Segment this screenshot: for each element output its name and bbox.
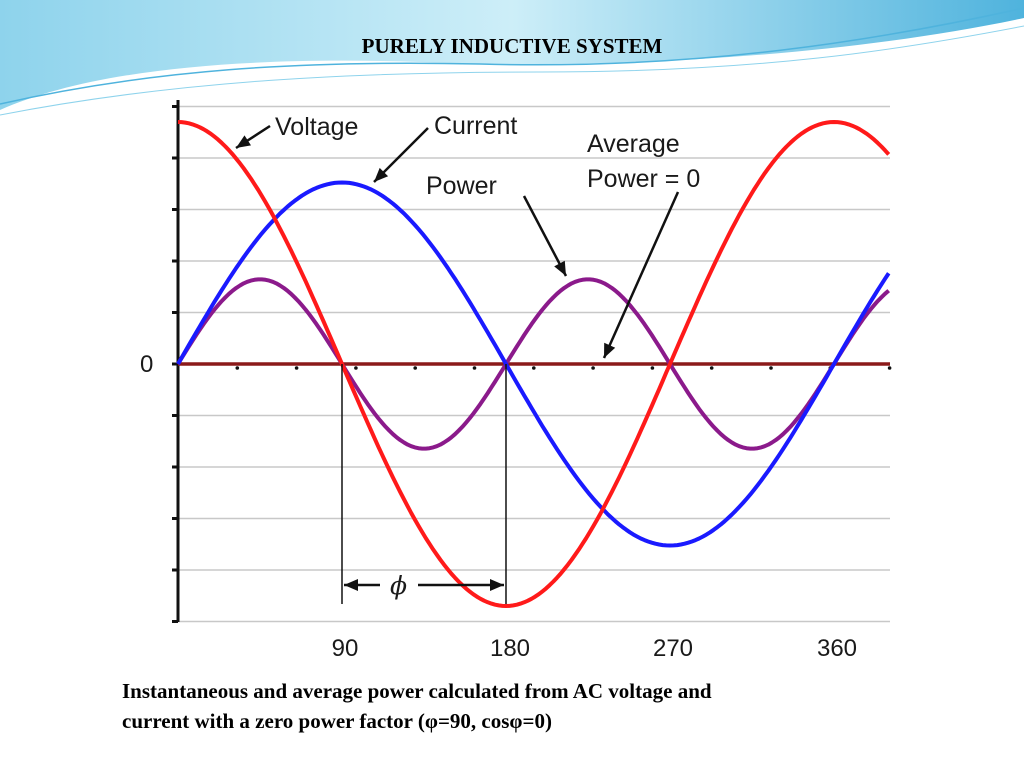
average-power-arrow-shaft xyxy=(602,191,680,359)
header-wave-line xyxy=(0,25,1024,116)
power-curve xyxy=(176,277,891,451)
voltage-curve xyxy=(177,120,891,608)
x-axis-tick-dot xyxy=(769,366,773,370)
x-tick-label-90: 90 xyxy=(332,635,359,662)
slide-header-decoration xyxy=(0,0,1024,116)
caption-line-2: current with a zero power factor (φ=90, … xyxy=(122,709,552,733)
phase-arrowhead-left xyxy=(343,579,358,591)
chart-series xyxy=(176,120,891,608)
annotation-current: Current xyxy=(434,112,517,140)
annotation-power: Power xyxy=(426,172,497,200)
chart-labels: Voltage Current Power Average Power = 0 … xyxy=(140,112,857,662)
x-axis-tick-dot xyxy=(532,366,536,370)
x-axis-tick-dot xyxy=(472,366,477,370)
phase-shift-marker xyxy=(341,364,507,604)
x-axis-tick-dot xyxy=(354,366,358,370)
x-axis-tick-dot xyxy=(591,366,595,370)
annotation-voltage: Voltage xyxy=(275,113,358,141)
annotation-phi: ϕ xyxy=(390,571,407,600)
slide-caption: Instantaneous and average power calculat… xyxy=(122,676,942,736)
power-arrow-head xyxy=(554,260,566,276)
x-axis-tick-dot xyxy=(887,366,892,370)
header-wave-line xyxy=(0,7,1024,105)
x-tick-label-180: 180 xyxy=(490,635,530,662)
x-axis-tick-dot xyxy=(235,366,240,370)
caption-line-1: Instantaneous and average power calculat… xyxy=(122,679,712,703)
annotation-average-power-line1: Average xyxy=(587,130,680,158)
x-axis-tick-dot xyxy=(413,366,418,370)
x-axis-tick-dot xyxy=(709,366,714,370)
x-tick-label-270: 270 xyxy=(653,635,693,662)
annotation-arrows xyxy=(235,124,680,359)
current-arrow-head xyxy=(374,167,389,182)
slide-title: PURELY INDUCTIVE SYSTEM xyxy=(361,34,663,58)
x-axis-tick-dot xyxy=(650,366,655,370)
voltage-arrow-head xyxy=(236,135,251,148)
x-axis-tick-dot xyxy=(294,366,299,370)
current-curve xyxy=(176,180,891,548)
phase-arrowhead-right xyxy=(489,579,504,591)
header-wave xyxy=(0,0,1024,110)
average-power-arrow-head xyxy=(604,342,616,358)
y-zero-label: 0 xyxy=(140,351,153,378)
chart-gridlines xyxy=(178,105,890,623)
power-arrow-shaft xyxy=(522,195,568,277)
x-tick-label-360: 360 xyxy=(817,635,857,662)
annotation-average-power-line2: Power = 0 xyxy=(587,165,700,193)
